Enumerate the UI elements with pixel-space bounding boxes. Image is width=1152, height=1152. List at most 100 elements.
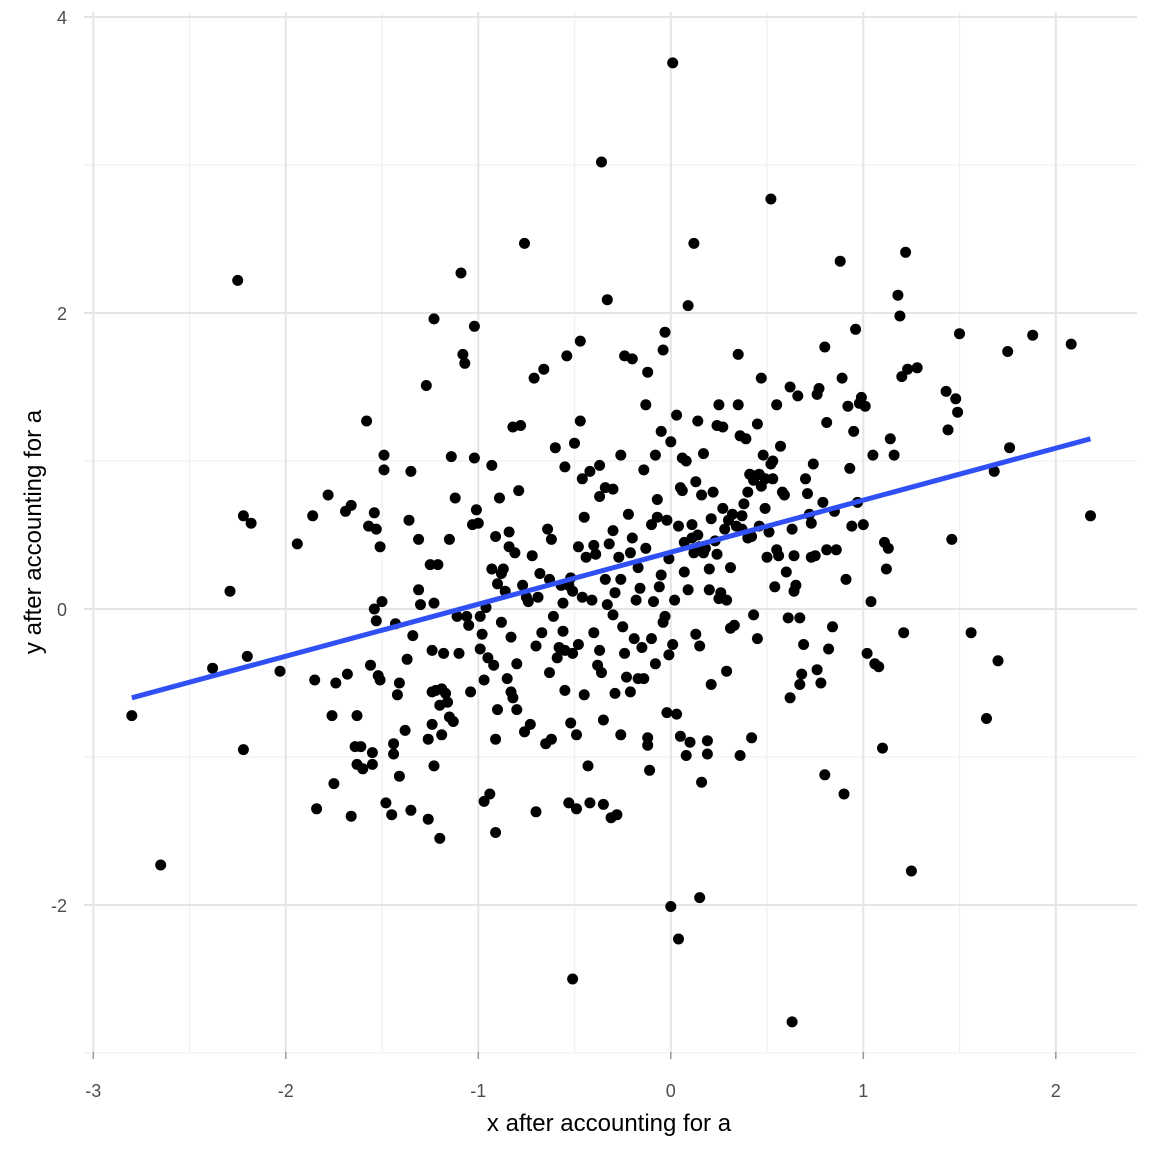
data-point — [663, 649, 675, 661]
data-point — [615, 729, 627, 741]
y-axis-title: y after accounting for a — [20, 409, 47, 654]
data-point — [341, 668, 353, 680]
data-point — [374, 541, 386, 553]
data-point — [671, 708, 683, 720]
x-tick-label: 2 — [1051, 1081, 1061, 1101]
data-point — [775, 440, 786, 452]
data-point — [674, 730, 686, 742]
data-point — [594, 491, 606, 502]
data-point — [309, 674, 321, 686]
data-point — [717, 502, 729, 514]
data-point — [981, 713, 992, 724]
data-point — [725, 562, 736, 574]
data-point — [470, 504, 482, 516]
data-point — [574, 335, 586, 347]
data-point — [597, 714, 609, 726]
data-point — [561, 350, 573, 362]
data-point — [442, 696, 453, 708]
data-point — [954, 328, 965, 340]
data-point — [769, 581, 781, 593]
data-point — [355, 741, 367, 753]
data-point — [694, 640, 706, 652]
y-tick-label: 0 — [57, 600, 67, 620]
data-points — [126, 57, 1096, 1028]
data-point — [368, 603, 380, 615]
data-point — [492, 578, 503, 590]
x-tick-label: 1 — [858, 1081, 868, 1101]
data-point — [794, 612, 806, 624]
data-point — [322, 489, 334, 501]
data-point — [407, 630, 419, 642]
data-point — [578, 511, 590, 523]
data-point — [445, 451, 457, 463]
data-point — [705, 513, 717, 525]
data-point — [522, 596, 534, 608]
data-point — [594, 644, 606, 656]
data-point — [357, 763, 369, 775]
data-point — [952, 406, 964, 418]
data-point — [596, 156, 607, 168]
data-point — [630, 594, 642, 606]
data-point — [888, 449, 900, 461]
data-point — [438, 647, 450, 659]
minor-grid — [84, 12, 1137, 1054]
data-point — [751, 633, 763, 645]
data-point — [586, 594, 598, 606]
data-point — [413, 584, 425, 596]
data-point — [773, 550, 785, 562]
data-point — [649, 658, 661, 670]
data-point — [796, 668, 808, 680]
data-point — [497, 563, 509, 575]
data-point — [615, 449, 627, 461]
data-point — [651, 511, 663, 523]
data-point — [405, 465, 417, 477]
data-point — [413, 533, 425, 545]
data-point — [877, 742, 888, 754]
x-tick-label: 0 — [666, 1081, 676, 1101]
data-point — [898, 627, 910, 639]
data-point — [590, 548, 602, 560]
data-point — [524, 718, 536, 730]
data-point — [505, 631, 517, 643]
data-point — [680, 455, 692, 467]
data-point — [578, 689, 590, 701]
data-point — [1085, 510, 1096, 522]
data-point — [393, 677, 405, 689]
y-axis-ticks: -2 0 2 4 — [51, 8, 67, 916]
data-point — [988, 465, 1000, 477]
data-point — [738, 498, 750, 510]
data-point — [846, 520, 858, 532]
data-point — [940, 385, 952, 397]
data-point — [530, 640, 542, 652]
data-point — [740, 433, 752, 445]
data-point — [688, 237, 700, 249]
data-point — [584, 797, 596, 809]
data-point — [507, 692, 519, 704]
data-point — [892, 289, 904, 301]
data-point — [388, 748, 400, 760]
data-point — [780, 566, 792, 578]
data-point — [399, 724, 411, 736]
data-point — [607, 609, 619, 621]
data-point — [813, 383, 825, 394]
data-point — [378, 449, 390, 461]
data-point — [532, 591, 544, 603]
data-point — [661, 514, 673, 526]
data-point — [807, 458, 819, 470]
data-point — [1002, 346, 1014, 357]
data-point — [603, 538, 615, 550]
data-point — [422, 813, 434, 825]
data-point — [245, 517, 257, 529]
data-point — [965, 627, 977, 639]
data-point — [873, 661, 885, 673]
data-point — [848, 425, 860, 437]
data-point — [366, 758, 378, 770]
data-point — [365, 659, 376, 671]
data-point — [842, 400, 854, 412]
data-point — [351, 710, 363, 722]
data-point — [819, 769, 831, 781]
data-point — [678, 566, 690, 578]
data-point — [661, 707, 673, 719]
data-point — [393, 770, 405, 782]
